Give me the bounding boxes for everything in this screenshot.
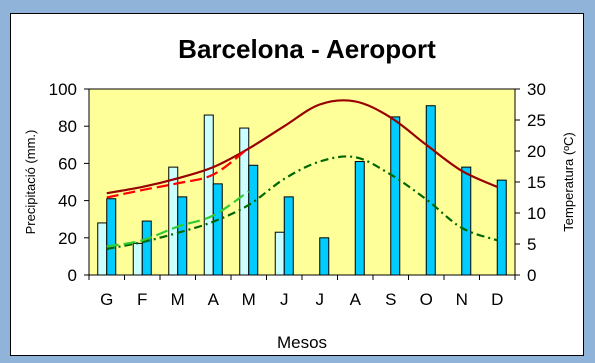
x-tick-label-11: N [456, 290, 468, 309]
ticks-layer: 0 20 40 60 80 100 0 5 10 15 20 25 30 G F M A M J J A S O N D [49, 80, 546, 309]
x-tick-label-8: A [350, 290, 362, 309]
x-tick-label-4: A [208, 290, 220, 309]
y-tick-label-40: 40 [58, 192, 77, 211]
x-axis-title: Mesos [277, 333, 327, 352]
bar-1-4 [203, 114, 214, 276]
x-tick-label-1: G [100, 290, 113, 309]
y2-tick-label-15: 15 [527, 173, 546, 192]
y2-tick-label-20: 20 [527, 142, 546, 161]
y-tick-label-100: 100 [49, 80, 77, 99]
y2-tick-label-0: 0 [527, 266, 536, 285]
bar-2-6 [283, 196, 294, 276]
x-tick-label-2: F [137, 290, 147, 309]
bar-2-1 [106, 198, 117, 276]
lines-layer [106, 99, 498, 251]
bar-2-5 [248, 164, 259, 276]
x-tick-label-5: M [242, 290, 256, 309]
bar-1-2 [132, 242, 143, 276]
bar-2-10 [425, 105, 436, 276]
bar-2-3 [177, 196, 188, 276]
y-axis-title: Precipitació (mm.) [23, 130, 38, 235]
bar-2-11 [461, 166, 472, 276]
temp-line-2 [106, 147, 250, 199]
bar-2-4 [212, 183, 223, 276]
temp-line-3 [106, 155, 498, 251]
bar-2-7 [319, 237, 330, 276]
y2-tick-label-5: 5 [527, 235, 536, 254]
x-tick-label-6: J [280, 290, 289, 309]
x-tick-label-9: S [385, 290, 396, 309]
chart-title: Barcelona - Aeroport [178, 34, 436, 64]
y-tick-label-60: 60 [58, 154, 77, 173]
bar-1-1 [97, 222, 108, 276]
y-tick-label-0: 0 [68, 266, 77, 285]
y2-tick-label-30: 30 [527, 80, 546, 99]
bar-2-2 [141, 220, 152, 276]
y-tick-label-20: 20 [58, 229, 77, 248]
bar-2-12 [496, 179, 507, 276]
y2-tick-label-10: 10 [527, 204, 546, 223]
temp-line-4 [106, 190, 250, 248]
chart-svg: Barcelona - Aeroport 0 20 40 60 80 100 0 5 10 15 2… [23, 34, 576, 352]
plot-area [88, 88, 516, 276]
x-tick-label-12: D [491, 290, 503, 309]
bars-layer [97, 105, 507, 276]
y-tick-label-80: 80 [58, 117, 77, 136]
bar-1-6 [274, 231, 285, 276]
x-tick-label-7: J [316, 290, 325, 309]
y2-tick-label-25: 25 [527, 111, 546, 130]
y2-axis-title: Temperatura (ºC) [561, 132, 576, 231]
x-tick-label-10: O [420, 290, 433, 309]
temp-line-1 [106, 99, 498, 195]
bar-2-8 [354, 161, 365, 276]
chart-frame: Barcelona - Aeroport 0 20 40 60 80 100 0 5 10 15 2… [10, 13, 584, 356]
x-tick-label-3: M [171, 290, 185, 309]
bar-2-9 [390, 116, 401, 276]
